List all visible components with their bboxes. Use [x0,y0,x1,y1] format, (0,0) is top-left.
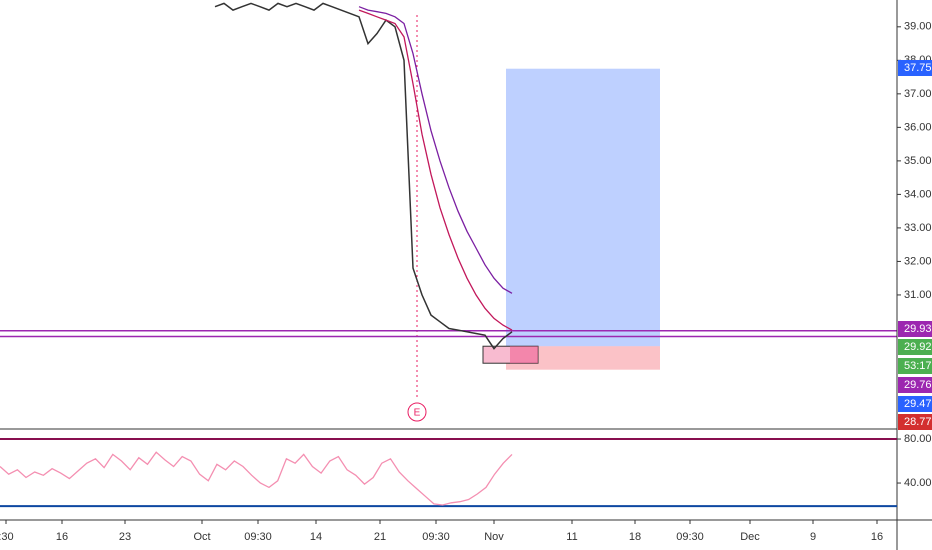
ma-line [358,9,513,331]
y-tick-label: 34.00 [904,188,932,200]
event-label: E [414,408,421,419]
x-tick-label: 18 [629,531,641,543]
price-tag-label: 29.93 [904,323,932,335]
y-tick-label: 36.00 [904,121,932,133]
y-tick-label: 37.00 [904,88,932,100]
x-tick-label: 16 [871,531,883,543]
target-zone [506,68,660,347]
x-tick-label: 9 [810,531,816,543]
x-tick-label: :30 [0,531,14,543]
price-tag-label: 28.77 [904,416,932,428]
y-tick-label: 31.00 [904,289,932,301]
price-tag [898,60,932,76]
x-tick-label: 21 [374,531,386,543]
y-tick-label: 39.00 [904,21,932,33]
rsi-tick-label: 80.00 [904,433,932,445]
x-tick-label: 11 [566,531,577,543]
x-tick-label: Dec [740,531,760,543]
pink-box-inner [510,346,538,364]
x-tick-label: 09:30 [422,531,450,543]
rsi-tick-label: 40.00 [904,477,932,489]
x-tick-label: 09:30 [244,531,272,543]
ma-line [358,6,513,294]
price-tag [898,396,932,412]
y-tick-label: 33.00 [904,222,932,234]
price-tag-label: 37.75 [904,62,932,74]
price-tag-label: 29.76 [904,379,932,391]
x-tick-label: Nov [484,531,504,543]
x-tick-label: 23 [119,531,131,543]
x-tick-label: 16 [56,531,68,543]
price-tag [898,339,932,355]
y-tick-label: 35.00 [904,155,932,167]
price-tag [898,414,932,430]
price-tag [898,377,932,393]
rsi-line [0,451,513,506]
price-tag [898,321,932,337]
price-tag-label: 53:17 [904,360,932,372]
price-tag [898,358,932,374]
x-tick-label: Oct [193,531,210,543]
price-line [214,2,513,350]
x-tick-label: 14 [310,531,322,543]
price-tag-label: 29.92 [904,341,932,353]
x-tick-label: 09:30 [676,531,704,543]
stop-zone [506,346,660,370]
event-circle [407,402,427,422]
y-tick-label: 32.00 [904,255,932,267]
price-tag-label: 29.47 [904,398,932,410]
